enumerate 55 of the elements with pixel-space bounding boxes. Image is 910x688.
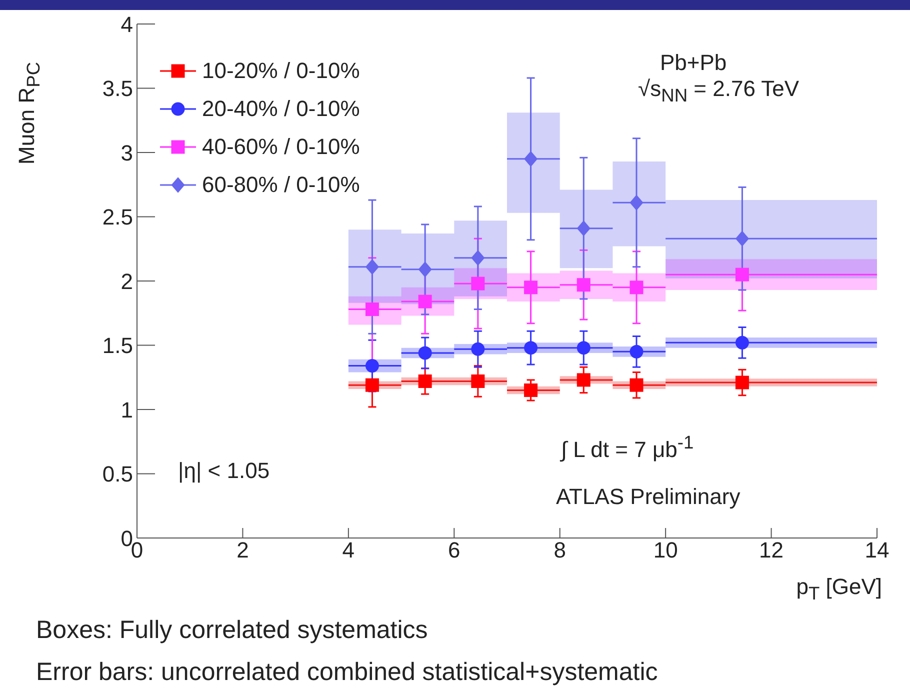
x-tick-label: 6 — [448, 538, 460, 563]
point — [577, 220, 590, 236]
point — [471, 250, 485, 266]
point — [524, 341, 538, 355]
point — [471, 342, 485, 356]
y-tick-label: 3.5 — [102, 76, 133, 102]
point — [524, 151, 538, 167]
point — [630, 195, 644, 210]
point — [365, 359, 379, 373]
y-tick-label: 1 — [120, 397, 133, 422]
legend-label: 40-60% / 0-10% — [202, 133, 360, 161]
point — [365, 302, 379, 316]
y-tick-label: 2 — [120, 268, 133, 294]
annotation: ∫ L dt = 7 μb$^{-1}$ — [561, 432, 694, 462]
point — [576, 341, 590, 355]
y-tick-label: 3 — [120, 140, 133, 166]
point — [736, 230, 749, 246]
annotation: |η| < 1.05 — [178, 458, 270, 483]
point — [418, 294, 432, 308]
point — [735, 336, 749, 350]
point — [418, 346, 432, 360]
point — [471, 374, 485, 388]
point — [735, 376, 749, 390]
x-tick-label: 10 — [653, 538, 678, 563]
legend-label: 20-40% / 0-10% — [202, 95, 360, 123]
point — [576, 373, 590, 387]
point — [365, 378, 379, 392]
x-tick-label: 4 — [342, 538, 355, 563]
annotation: Pb+Pb — [660, 50, 727, 75]
point — [630, 344, 644, 358]
annotation: ATLAS Preliminary — [556, 484, 740, 509]
point — [735, 268, 749, 282]
x-axis-title: p$_{T}$ [GeV] — [796, 574, 882, 604]
annotation: √s$_{NN}$ = 2.76 TeV — [638, 76, 800, 106]
y-tick-label: 2.5 — [102, 204, 133, 230]
point — [576, 278, 590, 292]
y-tick-label: 1.5 — [102, 333, 133, 358]
point — [418, 262, 432, 278]
x-tick-label: 14 — [864, 538, 890, 563]
point — [366, 259, 379, 274]
point — [471, 276, 485, 290]
y-tick-label: 4 — [120, 12, 133, 37]
x-tick-label: 12 — [759, 538, 784, 563]
text: Error bars: uncorrelated combined statistical+systematic — [36, 658, 658, 686]
point — [524, 280, 538, 294]
legend-label: 10-20% / 0-10% — [202, 57, 360, 85]
point — [524, 383, 538, 397]
point — [630, 378, 644, 392]
x-tick-label: 2 — [236, 538, 249, 563]
legend-label: 60-80% / 0-10% — [202, 171, 360, 199]
point — [418, 374, 432, 388]
text: Boxes: Fully correlated systematics — [36, 616, 428, 644]
x-tick-label: 8 — [554, 538, 566, 563]
point — [630, 280, 644, 294]
y-tick-label: 0.5 — [102, 462, 133, 487]
